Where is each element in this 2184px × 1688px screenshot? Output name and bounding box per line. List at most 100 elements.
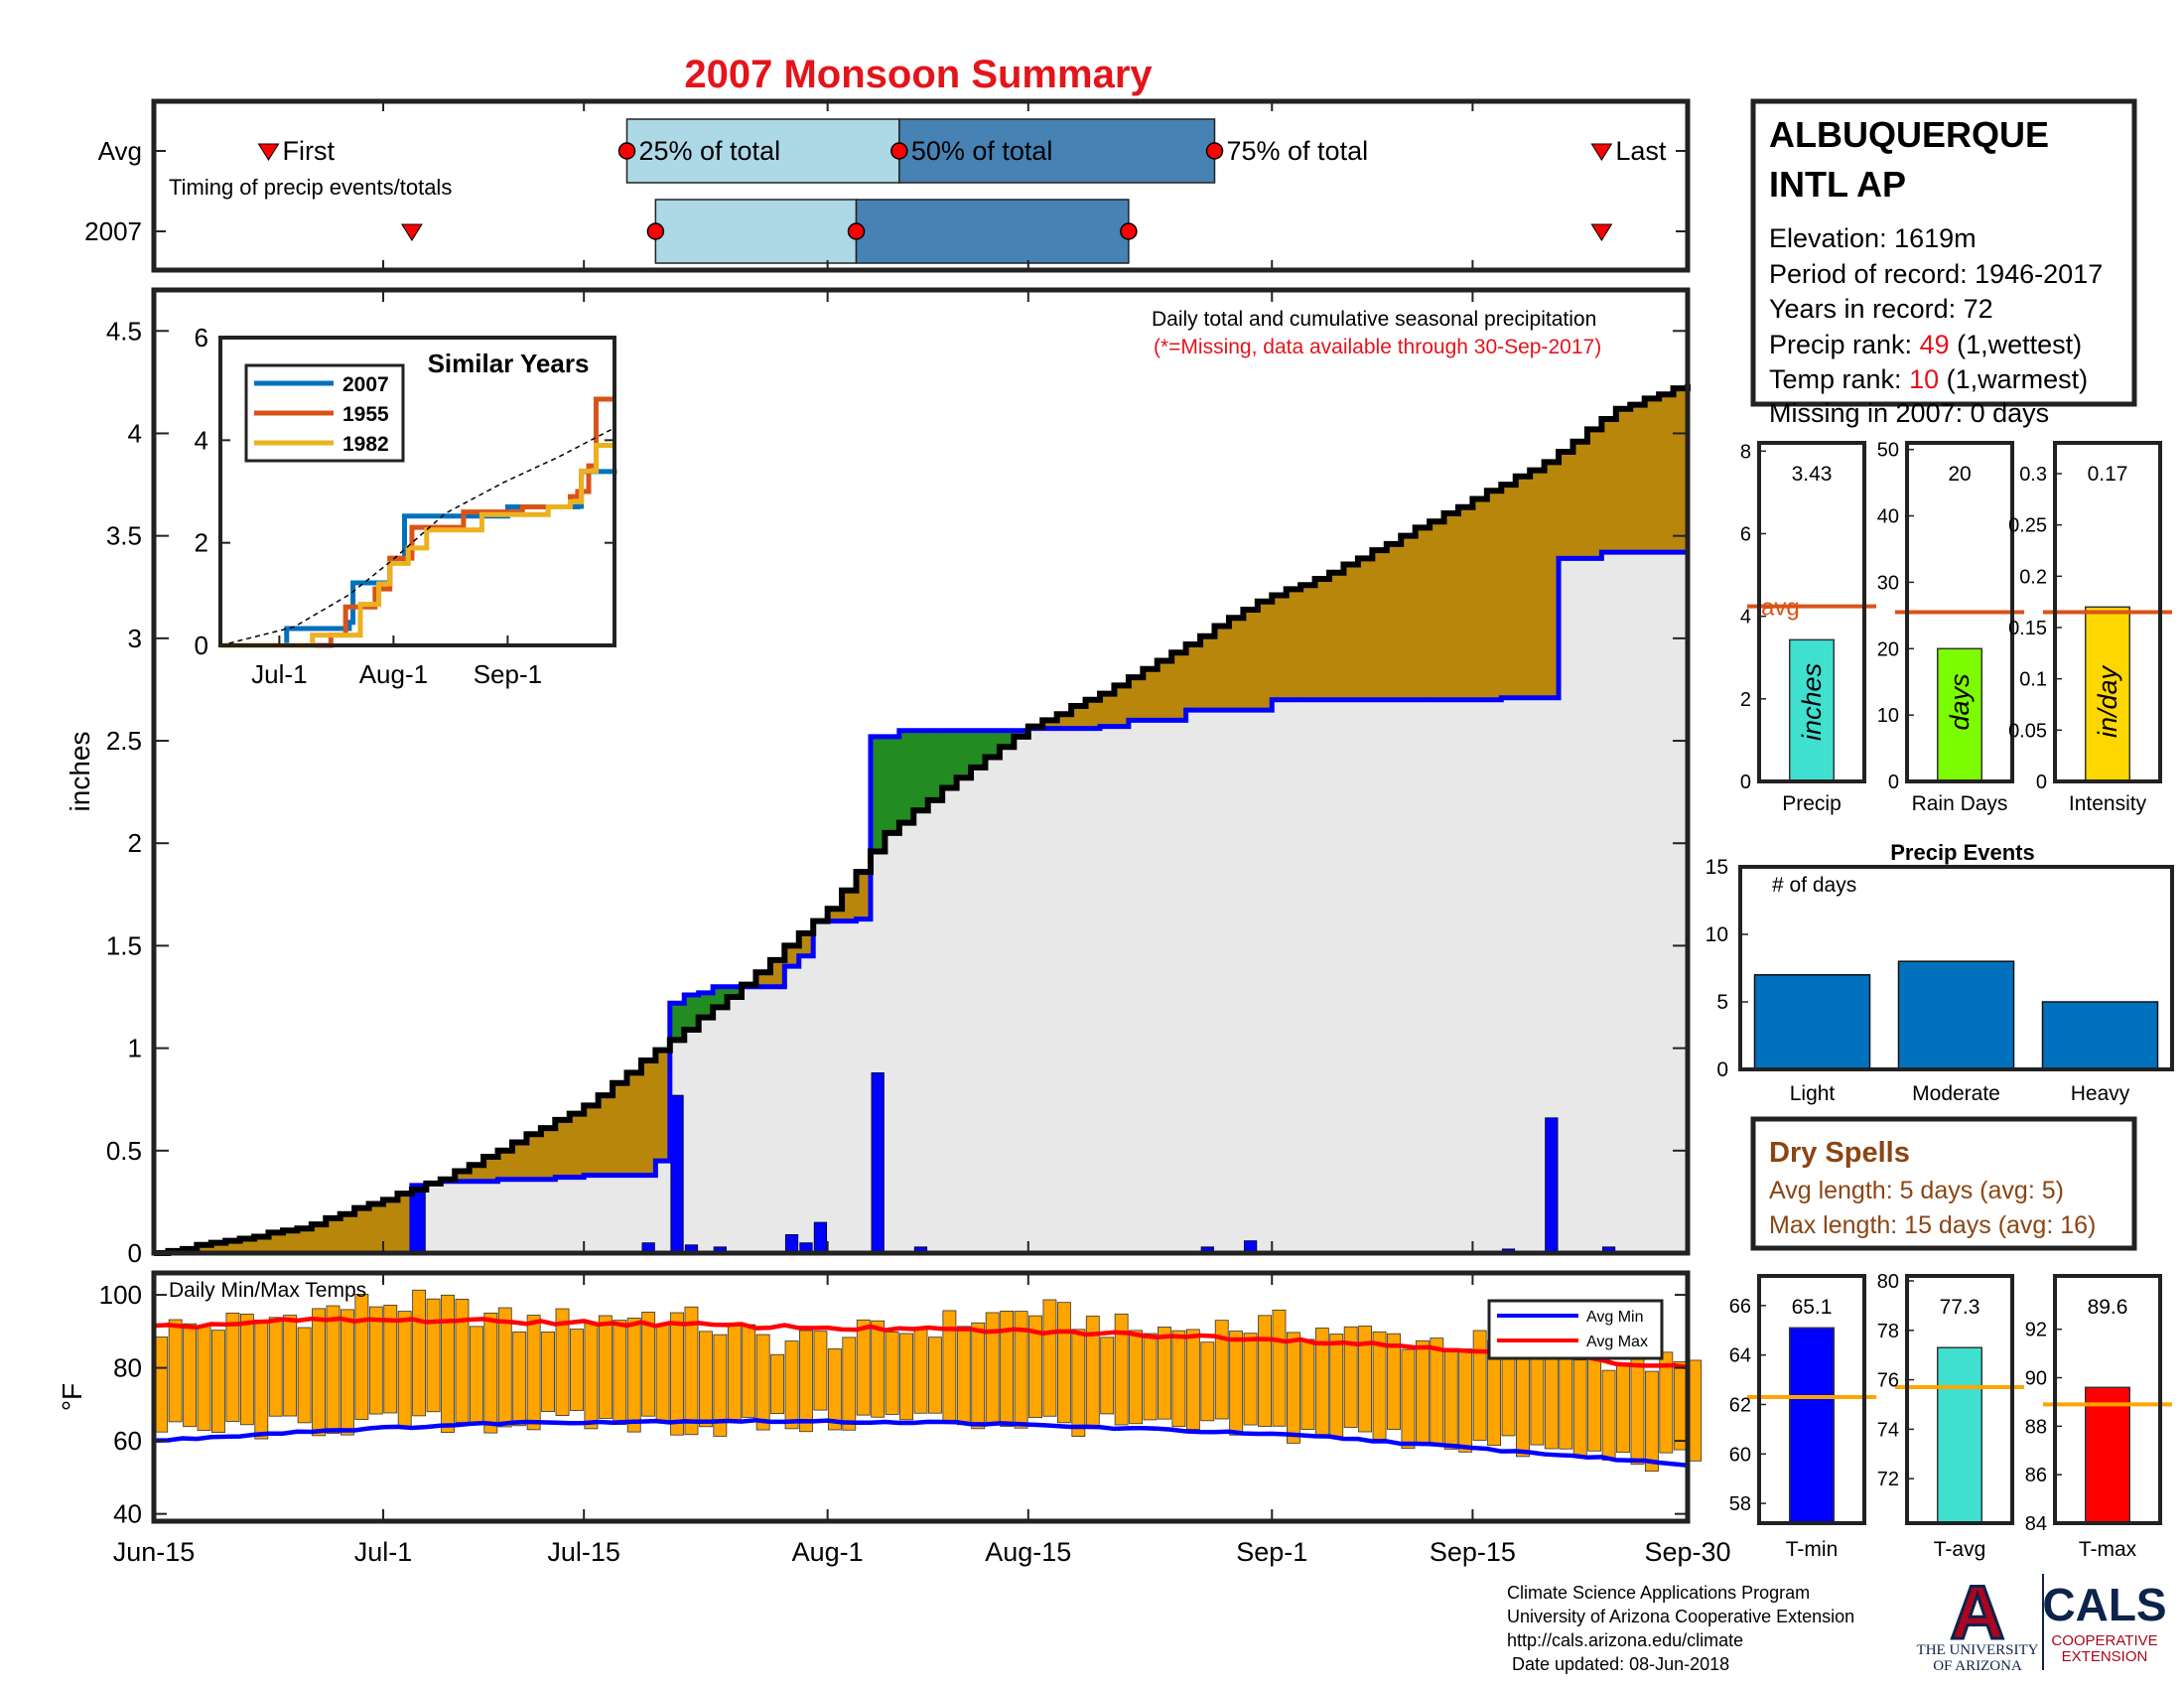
avg-above-fill	[1586, 429, 1602, 559]
stat-ytick-label: 0	[1740, 772, 1751, 793]
daily-temp-bar	[555, 1308, 570, 1416]
avg-below-fill	[956, 730, 972, 778]
daily-temp-bar	[1688, 1359, 1703, 1462]
avg-above-fill	[1501, 485, 1517, 698]
avg-above-fill	[469, 1165, 484, 1182]
daily-temp-bar	[341, 1309, 354, 1436]
stat-ytick-label: 0.3	[2019, 464, 2047, 486]
avg-above-fill	[827, 909, 843, 921]
event-bar-moderate	[1897, 960, 2015, 1070]
avg-above-fill	[1286, 589, 1301, 700]
inset-ytick-label: 0	[195, 631, 208, 660]
avg-above-fill	[569, 1113, 585, 1178]
timing-quantile-marker	[646, 222, 665, 240]
daily-temp-bar	[1458, 1348, 1473, 1453]
daily-temp-bar	[1300, 1338, 1315, 1430]
avg-above-fill	[197, 1244, 212, 1253]
stat-bar-tmax	[2084, 1386, 2131, 1524]
inset-xtick-label: Jul-1	[251, 659, 307, 689]
avg-above-fill	[1601, 419, 1617, 553]
inset-series-1982	[220, 443, 614, 648]
avg-above-fill	[655, 1050, 671, 1162]
daily-temp-bar	[383, 1305, 398, 1414]
stat-ytick-label: 86	[2025, 1465, 2047, 1486]
daily-temp-bar	[1372, 1331, 1387, 1440]
season-stats-panels: inches avg 3.43 0 2 4 6 8 Precip days 20 0 10 20 30 40 5…	[1740, 440, 2172, 815]
footer-line2: University of Arizona Cooperative Extens…	[1507, 1607, 1854, 1626]
temp-ytick-label: 40	[113, 1499, 142, 1529]
avg-above-fill	[210, 1242, 226, 1253]
station-precip-rank: Precip rank: 49 (1,wettest)	[1769, 330, 2082, 359]
daily-temp-bar	[1000, 1310, 1015, 1427]
daily-temp-bar	[755, 1334, 770, 1431]
stat-ytick-label: 8	[1740, 441, 1751, 463]
daily-temp-bar	[1530, 1351, 1545, 1446]
stat-ytick-label: 0	[1888, 772, 1899, 793]
avg-above-fill	[856, 872, 872, 919]
stat-ytick-label: 0.15	[2008, 618, 2047, 639]
main-ytick-label: 2.5	[106, 726, 142, 756]
avg-above-fill	[1457, 506, 1474, 700]
stat-unit-intensity: in/day	[2093, 664, 2122, 738]
stat-ytick-label: 90	[2025, 1368, 2047, 1390]
stat-ytick-label: 30	[1877, 572, 1899, 594]
daily-temp-bar	[856, 1319, 871, 1416]
stat-value-tmin: 65.1	[1792, 1296, 1833, 1319]
daily-temp-bar	[1430, 1337, 1444, 1445]
daily-temp-bar	[497, 1307, 512, 1428]
ua-block-a-icon: A	[1951, 1571, 2005, 1655]
avg-above-fill	[239, 1238, 255, 1253]
stat-label-precip: Precip	[1782, 792, 1842, 815]
timing-q2-box	[855, 199, 1130, 264]
avg-below-fill	[727, 986, 743, 998]
main-ylabel: inches	[65, 732, 95, 812]
main-ytick-label: 1	[128, 1034, 142, 1063]
avg-above-fill	[326, 1217, 341, 1253]
temp-title: Daily Min/Max Temps	[169, 1279, 366, 1302]
station-name-line1: ALBUQUERQUE	[1769, 114, 2049, 155]
avg-above-fill	[613, 1082, 628, 1176]
date-axis-label: Jun-15	[113, 1537, 196, 1567]
daily-temp-bar	[354, 1294, 369, 1420]
avg-above-fill	[1228, 618, 1244, 711]
daily-temp-bar	[613, 1320, 627, 1425]
stat-ytick-label: 84	[2025, 1513, 2047, 1535]
daily-temp-bar	[1659, 1351, 1674, 1454]
main-annotation: Daily total and cumulative seasonal prec…	[1152, 308, 1596, 331]
daily-temp-bar	[326, 1305, 341, 1434]
stat-ytick-label: 78	[1877, 1321, 1899, 1342]
daily-temps-chart: 40 60 80 100 Daily Min/Max Temps °F Avg Min…	[57, 1270, 1703, 1529]
temp-legend: Avg Min Avg Max	[1487, 1299, 1664, 1360]
daily-temp-bar	[899, 1333, 913, 1421]
avg-above-fill	[1386, 543, 1402, 700]
temp-ytick-label: 80	[113, 1353, 142, 1383]
stat-ytick-label: 60	[1729, 1444, 1751, 1466]
avg-above-fill	[511, 1142, 528, 1180]
timing-label-first: First	[283, 136, 336, 166]
stat-ytick-label: 6	[1740, 523, 1751, 545]
avg-above-fill	[842, 890, 858, 921]
daily-temp-bar	[913, 1327, 928, 1414]
avg-above-fill	[254, 1236, 270, 1253]
daily-temp-bar	[412, 1289, 427, 1417]
event-label-light: Light	[1790, 1082, 1836, 1105]
daily-temp-bar	[168, 1319, 183, 1423]
avg-above-fill	[755, 972, 771, 987]
daily-precip-bar	[670, 1094, 684, 1254]
avg-above-fill	[1314, 579, 1330, 700]
stat-label-tavg: T-avg	[1934, 1538, 1986, 1561]
avg-above-fill	[455, 1171, 471, 1182]
avg-above-fill	[268, 1232, 284, 1253]
avg-above-fill	[1085, 699, 1101, 729]
daily-temp-bar	[268, 1317, 283, 1417]
event-label-heavy: Heavy	[2071, 1082, 2130, 1105]
event-bar-heavy	[2041, 1001, 2159, 1070]
main-ytick-label: 0.5	[106, 1136, 142, 1166]
event-ytick-label: 0	[1716, 1058, 1728, 1081]
daily-temp-bar	[426, 1298, 441, 1413]
main-ytick-label: 3.5	[106, 521, 142, 551]
avg-max-line	[153, 1316, 1689, 1370]
avg-below-fill	[713, 986, 729, 1008]
daily-temp-bar	[1114, 1313, 1129, 1426]
